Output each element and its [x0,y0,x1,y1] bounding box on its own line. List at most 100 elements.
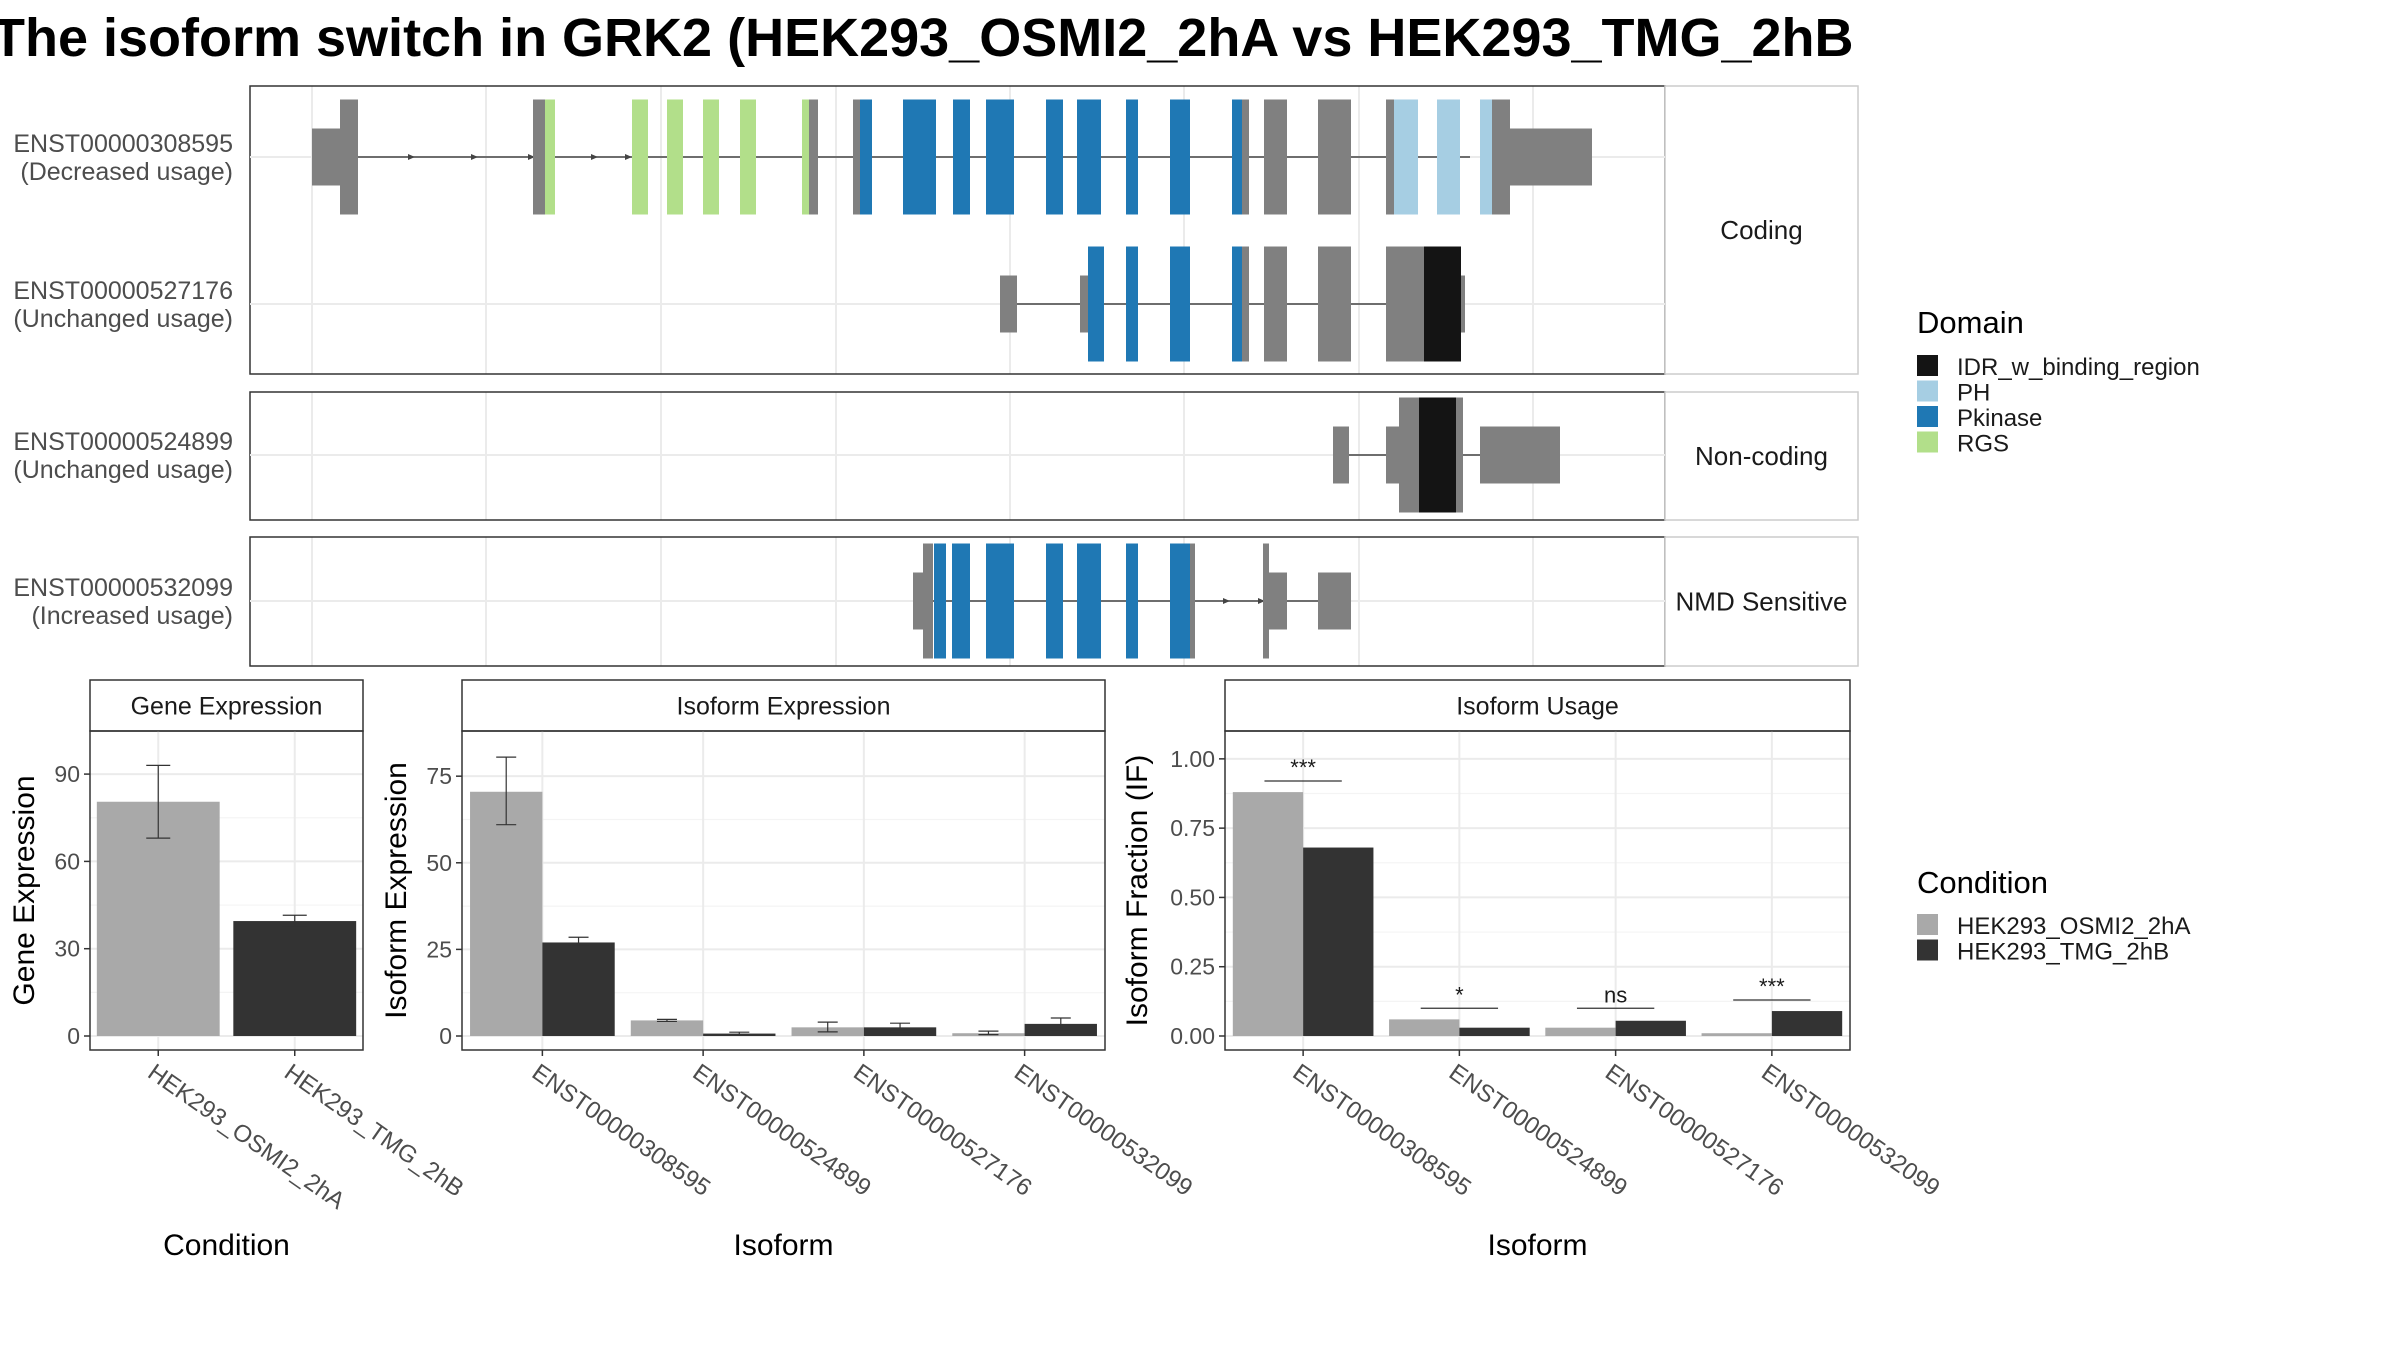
x-axis-title: Isoform [1487,1229,1587,1262]
y-axis-title: Isoform Expression [380,762,413,1019]
exon [1170,544,1190,659]
transcript-usage-label: (Unchanged usage) [13,456,233,484]
exon [1510,129,1592,186]
condition-legend-label: HEK293_TMG_2hB [1957,939,2169,966]
exon [1386,247,1424,362]
exon [1077,100,1101,215]
exon [1190,544,1195,659]
figure-title: The isoform switch in GRK2 (HEK293_OSMI2… [0,8,1854,68]
exon [1046,544,1063,659]
exon [1000,276,1017,333]
exon [986,544,1014,659]
y-tick-label: 60 [54,848,80,874]
exon [802,100,810,215]
exon [1046,100,1063,215]
panel-strip-label: Coding [1720,215,1802,245]
bar [1545,1028,1615,1036]
transcript-usage-label: (Unchanged usage) [13,305,233,333]
y-tick-label: 75 [426,763,452,789]
bar [470,792,542,1036]
exon [1264,247,1287,362]
transcript-id-label: ENST00000532099 [13,574,233,602]
exon [1126,544,1138,659]
chart-title: Gene Expression [131,693,323,721]
x-tick-label: ENST00000308595 [527,1059,715,1202]
domain-legend-label: Pkinase [1957,405,2042,432]
exon [1242,100,1249,215]
exon [1480,427,1560,484]
exon [860,100,872,215]
exon [853,100,860,215]
domain-legend-label: RGS [1957,431,2009,458]
exon [1492,100,1510,215]
panel-strip-label: NMD Sensitive [1676,587,1848,617]
significance-label: * [1455,982,1464,1007]
y-tick-label: 30 [54,936,80,962]
bar [1772,1011,1842,1036]
exon [923,544,933,659]
y-axis-title: Isoform Fraction (IF) [1121,755,1154,1027]
exon [809,100,818,215]
bar [1459,1028,1529,1036]
exon [1318,573,1351,630]
bar [233,921,356,1036]
y-tick-label: 1.00 [1170,746,1215,772]
exon [1437,100,1460,215]
y-tick-label: 50 [426,850,452,876]
y-tick-label: 0 [67,1023,80,1049]
transcript-usage-label: (Decreased usage) [20,158,233,186]
exon [312,129,342,186]
exon [1480,100,1492,215]
significance-label: *** [1290,755,1316,780]
exon [1318,100,1351,215]
y-tick-label: 0.75 [1170,815,1215,841]
exon [1077,544,1101,659]
x-axis-title: Isoform [733,1229,833,1262]
x-tick-label: ENST00000524899 [688,1059,876,1202]
domain-legend-label: PH [1957,380,1990,407]
exon [703,100,719,215]
exon [1080,276,1088,333]
exon [1424,247,1461,362]
exon [1399,398,1419,513]
significance-label: ns [1604,982,1627,1007]
exon [1386,100,1394,215]
y-tick-label: 25 [426,936,452,962]
bar [1389,1019,1459,1036]
y-tick-label: 0.25 [1170,954,1215,980]
exon [1318,247,1351,362]
exon [740,100,756,215]
y-tick-label: 0.50 [1170,884,1215,910]
exon [1263,544,1269,659]
domain-legend-label: IDR_w_binding_region [1957,354,2200,381]
exon [903,100,936,215]
exon [667,100,683,215]
exon [1232,247,1242,362]
transcript-usage-label: (Increased usage) [31,602,233,630]
x-axis-title: Condition [163,1229,290,1262]
y-tick-label: 90 [54,761,80,787]
exon [1419,398,1456,513]
exon [545,100,555,215]
condition-legend-key [1917,914,1938,935]
condition-legend-title: Condition [1917,865,2048,900]
exon [1242,247,1249,362]
figure: The isoform switch in GRK2 (HEK293_OSMI2… [0,0,2400,1350]
bar [1303,848,1373,1036]
y-axis-title: Gene Expression [8,775,41,1005]
domain-legend-key [1917,406,1938,427]
exon [1126,100,1138,215]
exon [632,100,648,215]
exon [1264,100,1287,215]
exon [1461,276,1465,333]
bar [1702,1033,1772,1036]
significance-label: *** [1759,974,1785,999]
domain-legend-key [1917,432,1938,453]
condition-legend-key [1917,940,1938,961]
transcript-id-label: ENST00000308595 [13,130,233,158]
exon [1170,100,1190,215]
y-tick-label: 0.00 [1170,1023,1215,1049]
panel-strip-label: Non-coding [1695,441,1828,471]
y-tick-label: 0 [439,1023,452,1049]
exon [952,544,970,659]
